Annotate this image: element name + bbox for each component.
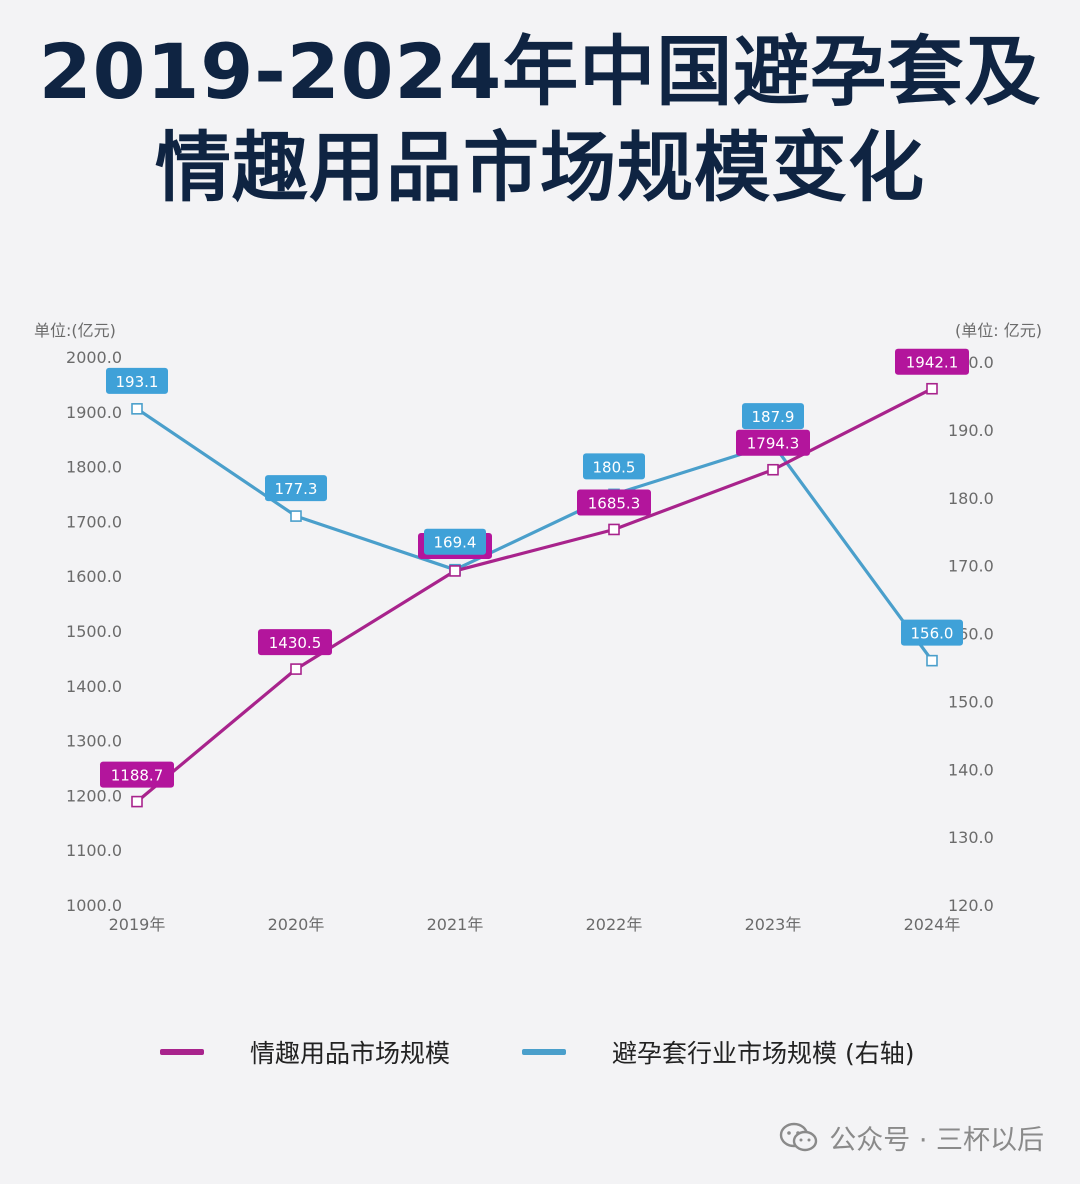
watermark-text: 公众号 · 三杯以后	[829, 1125, 1044, 1156]
data-label-series-2: 180.5	[593, 458, 636, 476]
data-label-box-series-2	[742, 403, 804, 430]
data-point-marker-series-2	[131, 403, 143, 415]
chart-legend: 情趣用品市场规模 避孕套行业市场规模 (右轴)	[0, 1028, 1080, 1076]
x-axis-tick-label: 2022年	[586, 915, 643, 934]
data-label-box-series-1	[895, 348, 969, 375]
data-label-box-series-1	[577, 489, 651, 516]
data-label-series-1: 1794.3	[747, 435, 800, 453]
data-point-marker-series-1	[449, 565, 461, 577]
data-label-box-series-2	[424, 528, 486, 555]
x-axis-tick-label: 2023年	[745, 915, 802, 934]
data-label-series-2: 193.1	[116, 373, 159, 391]
right-axis-tick-label: 170.0	[948, 557, 994, 576]
data-point-marker-series-1	[767, 463, 779, 476]
data-label-series-1: 1430.5	[269, 634, 322, 652]
left-axis-tick-label: 1400.0	[66, 677, 122, 696]
dual-axis-line-chart: 单位:(亿元) (单位: 亿元) 1000.0 1100.0 1200.0 1300.0 1…	[34, 321, 1042, 934]
watermark: 公众号 · 三杯以后	[779, 1118, 1044, 1157]
left-axis-tick-label: 1900.0	[66, 403, 122, 422]
data-label-box-series-2	[265, 475, 327, 502]
data-label-series-1: 1188.7	[111, 767, 164, 785]
right-axis-tick-label: 140.0	[948, 760, 994, 779]
data-label-box-series-2	[106, 367, 168, 394]
x-axis-tick-label: 2024年	[904, 915, 961, 934]
data-label-series-2: 177.3	[275, 480, 318, 498]
chart-title-line-1: 2019-2024年中国避孕套及	[38, 27, 1042, 116]
left-axis-tick-label: 1000.0	[66, 896, 122, 915]
right-axis-tick-label: 150.0	[948, 692, 994, 711]
left-axis-tick-label: 2000.0	[66, 348, 122, 367]
data-label-box-series-1	[736, 429, 810, 456]
left-axis-tick-label: 1600.0	[66, 567, 122, 586]
right-axis-unit-label: (单位: 亿元)	[955, 321, 1042, 340]
data-point-marker-series-1	[608, 523, 620, 536]
data-label-series-1: 1942.1	[906, 354, 959, 372]
data-point-marker-series-2	[290, 510, 302, 522]
data-point-marker-series-1	[926, 382, 938, 395]
data-label-box-series-1	[100, 761, 174, 788]
x-axis-tick-label: 2021年	[427, 915, 484, 934]
legend-label-series-1: 情趣用品市场规模	[250, 1039, 451, 1068]
legend-label-series-2: 避孕套行业市场规模 (右轴)	[612, 1039, 915, 1068]
legend-swatch-series-1	[160, 1049, 204, 1055]
right-axis-tick-label: 120.0	[948, 896, 994, 915]
x-axis-tick-label: 2019年	[109, 915, 166, 934]
data-point-marker-series-1	[131, 795, 143, 808]
wechat-icon	[780, 1122, 818, 1151]
data-label-series-1: 1685.3	[588, 494, 641, 512]
data-label-box-series-2	[583, 453, 645, 480]
chart-title-line-2: 情趣用品市场规模变化	[155, 123, 925, 212]
left-axis-tick-label: 1200.0	[66, 786, 122, 805]
legend-item-series-1: 情趣用品市场规模	[160, 1028, 450, 1076]
left-axis-unit-label: 单位:(亿元)	[34, 321, 116, 340]
right-axis-tick-label: 190.0	[948, 421, 994, 440]
right-axis-tick-label: 180.0	[948, 489, 994, 508]
data-point-marker-series-1	[290, 663, 302, 675]
left-axis-tick-label: 1300.0	[66, 732, 122, 751]
data-label-series-2: 169.4	[434, 534, 477, 552]
data-label-series-2: 156.0	[911, 625, 954, 643]
right-axis-tick-label: 130.0	[948, 828, 994, 847]
left-axis-tick-label: 1800.0	[66, 458, 122, 477]
legend-item-series-2: 避孕套行业市场规模 (右轴)	[522, 1028, 914, 1076]
series-line-2	[136, 407, 934, 662]
chart-title: 2019-2024年中国避孕套及 情趣用品市场规模变化	[0, 24, 1080, 216]
left-axis-tick-label: 1500.0	[66, 622, 122, 641]
data-label-series-2: 187.9	[752, 408, 795, 426]
legend-swatch-series-2	[522, 1049, 566, 1055]
left-axis-tick-label: 1700.0	[66, 512, 122, 531]
left-axis-tick-label: 1100.0	[66, 841, 122, 860]
series-line-1	[135, 387, 933, 803]
data-label-box-series-1	[258, 629, 332, 656]
data-label-box-series-2	[901, 619, 963, 646]
x-axis-tick-label: 2020年	[268, 915, 325, 934]
data-point-marker-series-2	[926, 654, 938, 667]
